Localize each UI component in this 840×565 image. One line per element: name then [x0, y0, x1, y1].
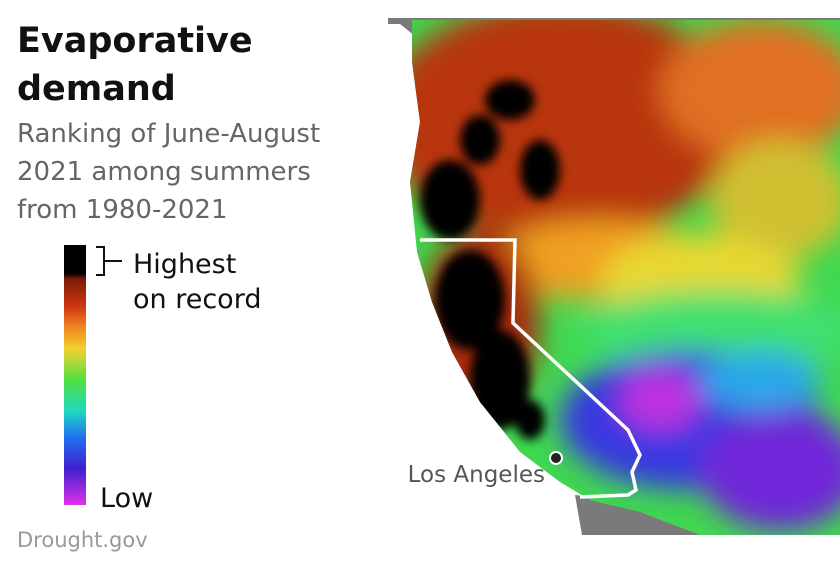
- evaporative-field: [410, 20, 840, 535]
- map: Los Angeles: [388, 18, 840, 535]
- title-line: Evaporative: [17, 21, 253, 61]
- subtitle-line: 2021 among summers: [17, 157, 311, 187]
- subtitle-line: Ranking of June-August: [17, 119, 320, 149]
- legend-high: Highest: [133, 249, 236, 280]
- city-marker: [549, 451, 563, 465]
- title-line: demand: [17, 69, 176, 109]
- california-outline: [420, 238, 642, 499]
- subtitle-line: from 1980-2021: [17, 195, 228, 225]
- city-label: Los Angeles: [408, 462, 545, 488]
- legend-bracket: [96, 246, 122, 276]
- legend-high: on record: [133, 284, 261, 315]
- source: Drought.gov: [17, 528, 148, 552]
- legend-scale: [64, 245, 86, 505]
- legend-low: Low: [100, 483, 153, 514]
